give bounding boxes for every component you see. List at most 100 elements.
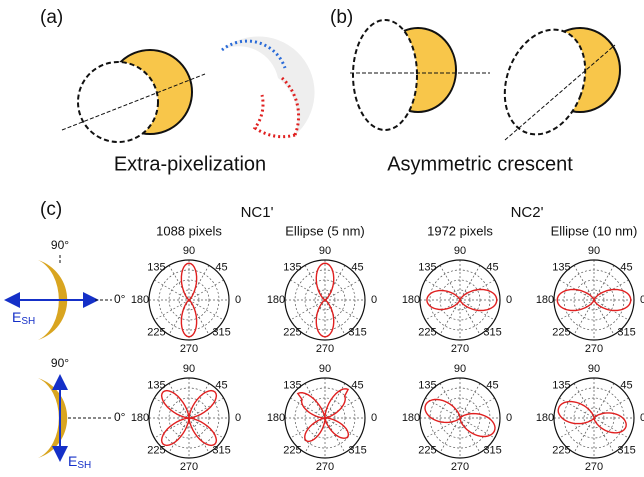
angle-label: 270: [316, 461, 334, 473]
polar-curve: [556, 288, 632, 312]
panel-label: (a): [40, 7, 63, 28]
angle-label: 0°: [114, 292, 126, 306]
angle-label: 180: [402, 412, 420, 424]
angle-label: 90: [454, 245, 466, 257]
angle-label: 315: [617, 444, 635, 456]
angle-label: 315: [348, 326, 366, 338]
angle-label: 90: [183, 245, 195, 257]
angle-label: 0: [371, 412, 377, 424]
column-title: 1972 pixels: [427, 223, 493, 238]
angle-label: 45: [215, 261, 227, 273]
angle-label: 135: [147, 261, 165, 273]
polar-frame: [148, 259, 230, 341]
schematic: [4, 255, 112, 462]
angle-label: 270: [180, 343, 198, 355]
angle-label: 0: [371, 294, 377, 306]
angle-label: 135: [283, 379, 301, 391]
angle-label: 0: [506, 412, 512, 424]
polar-curve: [296, 388, 350, 443]
angle-label: 45: [620, 379, 632, 391]
angle-label: 90: [588, 245, 600, 257]
angle-label: 180: [267, 294, 285, 306]
polar-curve: [160, 389, 218, 447]
angle-label: 315: [483, 326, 501, 338]
polar-curve: [424, 398, 496, 438]
angle-label: 0°: [114, 410, 126, 424]
group-title: NC1': [241, 204, 274, 221]
angle-label: 225: [147, 326, 165, 338]
angle-label: 90: [319, 363, 331, 375]
angle-label: 135: [418, 379, 436, 391]
column-title: 1088 pixels: [156, 223, 222, 238]
angle-label: 135: [552, 379, 570, 391]
angle-label: 90°: [51, 238, 69, 252]
polar-frame: [284, 377, 366, 459]
angle-label: 225: [283, 444, 301, 456]
angle-label: 315: [483, 444, 501, 456]
angle-label: 180: [402, 294, 420, 306]
angle-label: 45: [486, 379, 498, 391]
polar-curve: [180, 262, 198, 338]
polar-frame: [148, 377, 230, 459]
angle-label: 90: [183, 363, 195, 375]
angle-label: 270: [585, 461, 603, 473]
column-title: Ellipse (5 nm): [285, 223, 364, 238]
angle-label: 180: [536, 294, 554, 306]
field-label: ESH: [68, 453, 91, 471]
angle-label: 315: [212, 326, 230, 338]
angle-label: 180: [131, 412, 149, 424]
angle-label: 270: [316, 343, 334, 355]
angle-label: 0: [640, 294, 644, 306]
polar-curve: [315, 262, 335, 338]
polar-frame: [553, 377, 635, 459]
polar-frame: [553, 259, 635, 341]
angle-label: 0: [235, 412, 241, 424]
caption: Extra-pixelization: [114, 153, 266, 175]
angle-label: 270: [180, 461, 198, 473]
angle-label: 90: [319, 245, 331, 257]
angle-label: 135: [418, 261, 436, 273]
caption: Asymmetric crescent: [387, 153, 573, 175]
angle-label: 180: [131, 294, 149, 306]
angle-label: 0: [640, 412, 644, 424]
angle-label: 180: [536, 412, 554, 424]
angle-label: 90: [588, 363, 600, 375]
angle-label: 225: [418, 444, 436, 456]
angle-label: 225: [552, 326, 570, 338]
angle-label: 135: [552, 261, 570, 273]
angle-label: 225: [418, 326, 436, 338]
angle-label: 315: [617, 326, 635, 338]
polar-curve: [426, 288, 498, 312]
angle-label: 0: [506, 294, 512, 306]
angle-label: 90°: [51, 356, 69, 370]
angle-label: 90: [454, 363, 466, 375]
angle-label: 135: [283, 261, 301, 273]
angle-label: 180: [267, 412, 285, 424]
field-label: ESH: [12, 309, 35, 327]
angle-label: 0: [235, 294, 241, 306]
angle-label: 45: [486, 261, 498, 273]
angle-label: 270: [585, 343, 603, 355]
column-title: Ellipse (10 nm): [551, 223, 638, 238]
polar-frame: [419, 377, 501, 459]
polar-curve: [557, 400, 627, 434]
polar-frame: [284, 259, 366, 341]
crescent-diagram: [350, 19, 621, 141]
angle-label: 315: [212, 444, 230, 456]
angle-label: 135: [147, 379, 165, 391]
angle-label: 225: [283, 326, 301, 338]
angle-label: 270: [451, 461, 469, 473]
crescent-diagram: [61, 36, 315, 143]
angle-label: 45: [215, 379, 227, 391]
angle-label: 45: [620, 261, 632, 273]
group-title: NC2': [511, 204, 544, 221]
angle-label: 45: [351, 379, 363, 391]
angle-label: 45: [351, 261, 363, 273]
panel-label: (c): [40, 199, 62, 220]
angle-label: 225: [552, 444, 570, 456]
angle-label: 270: [451, 343, 469, 355]
angle-label: 315: [348, 444, 366, 456]
angle-label: 225: [147, 444, 165, 456]
panel-label: (b): [330, 7, 353, 28]
